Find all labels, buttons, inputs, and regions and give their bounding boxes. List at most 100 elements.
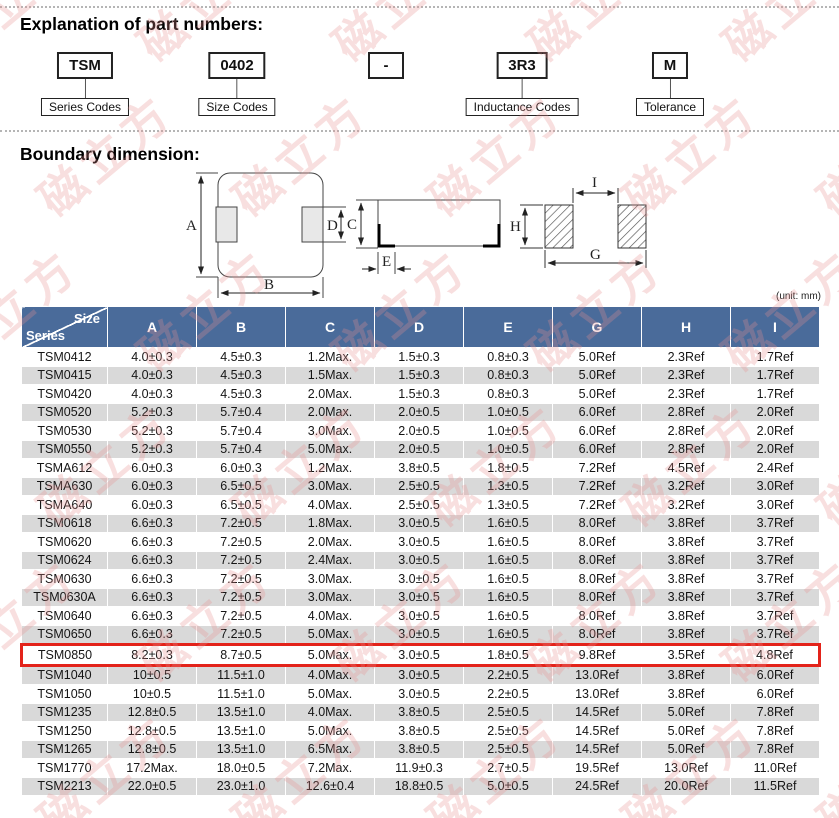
watermark-text: 磁立方 [713, 0, 839, 72]
value-cell: 1.7Ref [730, 384, 820, 404]
value-cell: 24.5Ref [552, 776, 642, 796]
dim-label-h: H [510, 219, 521, 235]
column-header-i: I [730, 306, 820, 348]
value-cell: 0.8±0.3 [463, 384, 553, 404]
part-number-segment-size: 0402 Size Codes [198, 52, 276, 116]
value-cell: 13.5±1.0 [196, 702, 286, 722]
tolerance-code-box: M [651, 52, 689, 79]
value-cell: 5.0Ref [552, 384, 642, 404]
value-cell: 1.0±0.5 [463, 439, 553, 459]
value-cell: 19.5Ref [552, 758, 642, 778]
value-cell: 4.0±0.3 [107, 384, 197, 404]
value-cell: 14.5Ref [552, 721, 642, 741]
value-cell: 3.8Ref [641, 664, 731, 685]
value-cell: 7.2Ref [552, 476, 642, 496]
value-cell: 8.0Ref [552, 513, 642, 533]
tolerance-label: Tolerance [635, 98, 705, 116]
value-cell: 6.6±0.3 [107, 532, 197, 552]
series-cell: TSMA640 [21, 495, 108, 515]
corner-size-label: Size [73, 311, 100, 326]
value-cell: 2.0Ref [730, 421, 820, 441]
value-cell: 0.8±0.3 [463, 365, 553, 385]
value-cell: 3.8±0.5 [374, 458, 464, 478]
right-pad [301, 206, 324, 243]
dash-box: - [368, 52, 404, 79]
value-cell: 2.4Ref [730, 458, 820, 478]
value-cell: 6.0±0.3 [107, 476, 197, 496]
dim-label-e: E [382, 254, 391, 270]
value-cell: 4.8Ref [730, 643, 821, 667]
value-cell: 5.0Max. [285, 643, 375, 667]
series-cell: TSM2213 [21, 776, 108, 796]
value-cell: 2.0±0.5 [374, 439, 464, 459]
value-cell: 13.0Ref [552, 684, 642, 704]
value-cell: 3.8±0.5 [374, 702, 464, 722]
table-row: TSM1050 10±0.5 11.5±1.0 5.0Max. 3.0±0.5 2.2±0… [21, 684, 820, 704]
value-cell: 2.0Ref [730, 402, 820, 422]
value-cell: 1.5±0.3 [374, 347, 464, 367]
value-cell: 12.8±0.5 [107, 702, 197, 722]
series-cell: TSM0640 [21, 606, 108, 626]
table-row: TSM0620 6.6±0.3 7.2±0.5 2.0Max. 3.0±0.5 1.6±0… [21, 532, 820, 552]
dim-label-a: A [186, 218, 197, 234]
value-cell: 3.0±0.5 [374, 532, 464, 552]
watermark-text: 磁立方 [808, 84, 839, 227]
series-cell: TSM0630 [21, 569, 108, 589]
value-cell: 6.5Max. [285, 739, 375, 759]
column-header-a: A [107, 306, 197, 348]
series-cell: TSM0520 [21, 402, 108, 422]
value-cell: 8.0Ref [552, 624, 642, 645]
table-row: TSM0530 5.2±0.3 5.7±0.4 3.0Max. 2.0±0.5 1.0±0… [21, 421, 820, 441]
value-cell: 1.5Max. [285, 365, 375, 385]
value-cell: 1.6±0.5 [463, 550, 553, 570]
value-cell: 3.0Max. [285, 476, 375, 496]
value-cell: 2.8Ref [641, 421, 731, 441]
value-cell: 1.2Max. [285, 347, 375, 367]
dimension-table-body: TSM0412 4.0±0.3 4.5±0.3 1.2Max. 1.5±0.3 0.8±0… [20, 347, 821, 796]
value-cell: 6.0Ref [552, 421, 642, 441]
value-cell: 2.0±0.5 [374, 421, 464, 441]
unit-note: (unit: mm) [776, 291, 821, 302]
series-cell: TSM0650 [21, 624, 108, 645]
table-row: TSM1250 12.8±0.5 13.5±1.0 5.0Max. 3.8±0.5 2.5… [21, 721, 820, 741]
series-cell: TSM0420 [21, 384, 108, 404]
connector-line [521, 79, 523, 98]
value-cell: 4.5±0.3 [196, 384, 286, 404]
value-cell: 23.0±1.0 [196, 776, 286, 796]
value-cell: 6.6±0.3 [107, 569, 197, 589]
series-codes-label: Series Codes [40, 98, 130, 116]
table-row: TSM0420 4.0±0.3 4.5±0.3 2.0Max. 1.5±0.3 0.8±0… [21, 384, 820, 404]
table-row: TSM0412 4.0±0.3 4.5±0.3 1.2Max. 1.5±0.3 0.8±0… [21, 347, 820, 367]
series-code-box: TSM [57, 52, 113, 79]
value-cell: 1.6±0.5 [463, 624, 553, 645]
value-cell: 7.2±0.5 [196, 532, 286, 552]
value-cell: 10±0.5 [107, 684, 197, 704]
value-cell: 3.0Max. [285, 421, 375, 441]
value-cell: 13.0Ref [641, 758, 731, 778]
value-cell: 13.5±1.0 [196, 739, 286, 759]
value-cell: 11.9±0.3 [374, 758, 464, 778]
value-cell: 3.0±0.5 [374, 624, 464, 645]
value-cell: 1.3±0.5 [463, 476, 553, 496]
value-cell: 1.2Max. [285, 458, 375, 478]
series-cell: TSM0412 [21, 347, 108, 367]
corner-header-cell: Size Series [21, 306, 108, 348]
column-header-b: B [196, 306, 286, 348]
boundary-dimension-drawing: A B D C E [186, 172, 647, 298]
value-cell: 1.3±0.5 [463, 495, 553, 515]
value-cell: 12.8±0.5 [107, 721, 197, 741]
value-cell: 2.5±0.5 [374, 476, 464, 496]
value-cell: 14.5Ref [552, 739, 642, 759]
value-cell: 3.0Max. [285, 569, 375, 589]
value-cell: 6.0Ref [552, 439, 642, 459]
table-row: TSM0650 6.6±0.3 7.2±0.5 5.0Max. 3.0±0.5 1.6±0… [21, 624, 820, 645]
dim-label-b: B [264, 277, 274, 293]
value-cell: 3.7Ref [730, 606, 820, 626]
value-cell: 3.8Ref [641, 624, 731, 645]
value-cell: 10±0.5 [107, 664, 197, 685]
value-cell: 2.5±0.5 [374, 495, 464, 515]
value-cell: 4.0Max. [285, 702, 375, 722]
value-cell: 3.8Ref [641, 587, 731, 607]
left-pad [215, 206, 238, 243]
